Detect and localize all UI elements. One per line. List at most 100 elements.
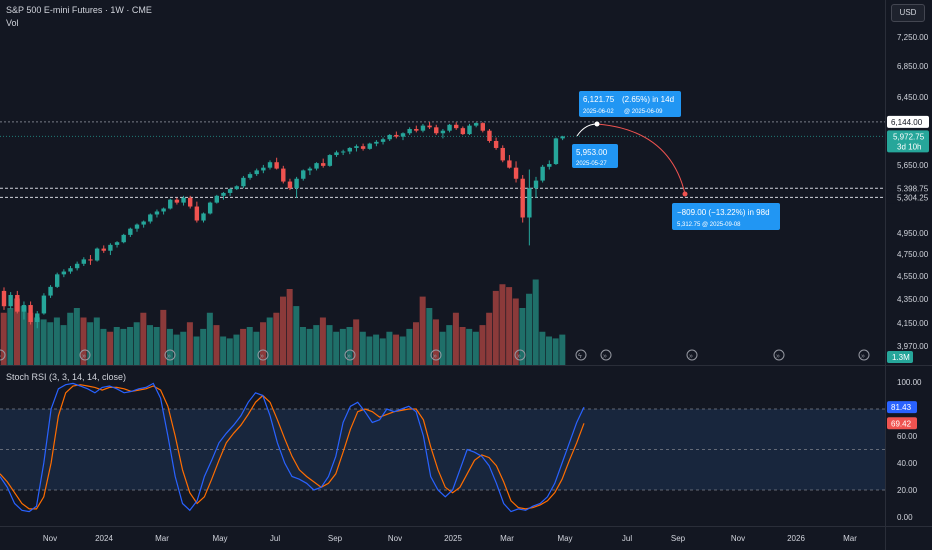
event-marker-glyph: » xyxy=(82,353,86,360)
candle-body xyxy=(440,130,446,134)
volume-bar xyxy=(73,308,80,365)
candle-body xyxy=(400,133,406,137)
forecast-annotation-box xyxy=(672,203,780,230)
stoch-d-line xyxy=(0,384,585,510)
volume-bar xyxy=(80,317,87,365)
candle-body xyxy=(547,164,552,167)
volume-last-label-bg xyxy=(887,351,913,363)
event-marker-glyph: » xyxy=(433,353,437,360)
candle-body xyxy=(287,181,293,189)
volume-bar xyxy=(246,327,253,365)
volume-bar xyxy=(153,327,160,365)
candle-body xyxy=(181,197,186,203)
price-tick-7: 4,350.00 xyxy=(897,295,929,304)
split-marker-icon xyxy=(575,349,587,361)
candle-body xyxy=(48,286,53,296)
lower-annotation-price: 5,953.00 xyxy=(576,148,608,157)
volume-label: Vol xyxy=(6,18,19,28)
level1-label-bg xyxy=(887,182,929,195)
candle-body xyxy=(487,130,492,141)
candle-body xyxy=(327,155,333,166)
candle-body xyxy=(8,294,13,307)
price-tick-3: 5,650.00 xyxy=(897,161,929,170)
volume-bar xyxy=(379,338,386,365)
candle-body xyxy=(201,213,206,221)
volume-bar xyxy=(173,334,180,365)
volume-bar xyxy=(426,308,433,365)
stoch-tick-0: 100.00 xyxy=(897,378,922,387)
candle-body xyxy=(134,224,140,229)
volume-bar xyxy=(20,306,27,365)
candle-body xyxy=(101,248,106,251)
time-tick-5: Sep xyxy=(328,534,343,543)
volume-bar xyxy=(140,312,147,365)
forecast-end-point xyxy=(682,191,688,197)
candle-body xyxy=(207,202,213,214)
candle-body xyxy=(41,295,47,314)
volume-bar xyxy=(539,331,546,365)
volume-bar xyxy=(293,306,300,365)
event-marker-icon xyxy=(430,349,442,361)
candle-body xyxy=(513,167,519,179)
volume-bar xyxy=(446,325,453,365)
volume-bar xyxy=(432,319,439,365)
volume-bar xyxy=(386,331,393,365)
volume-bar xyxy=(240,328,247,365)
event-marker-glyph: » xyxy=(347,353,351,360)
volume-bar xyxy=(226,338,233,365)
candle-body xyxy=(347,147,352,152)
volume-bar xyxy=(160,309,167,365)
candle-body xyxy=(374,141,379,144)
level1-label: 5,398.75 xyxy=(897,184,929,193)
volume-bar xyxy=(406,328,413,365)
future-event-marker-icon xyxy=(773,349,785,361)
candle-body xyxy=(340,151,346,153)
volume-bar xyxy=(339,328,346,365)
volume-bar xyxy=(519,308,526,365)
candle-body xyxy=(28,305,33,323)
candle-body xyxy=(281,168,286,182)
volume-bar xyxy=(419,296,426,365)
candle-body xyxy=(94,248,100,261)
candle-body xyxy=(301,170,306,179)
countdown-label: 3d 10h xyxy=(897,142,921,151)
volume-bar xyxy=(559,334,566,365)
volume-bar xyxy=(213,325,220,365)
event-marker-glyph: » xyxy=(0,353,1,360)
time-tick-11: Sep xyxy=(671,534,686,543)
forecast-point xyxy=(594,121,600,127)
volume-bar xyxy=(260,322,267,365)
candle-body xyxy=(307,168,313,171)
volume-bar xyxy=(7,308,14,365)
candle-body xyxy=(407,128,412,134)
last-price-label-bg xyxy=(887,130,929,153)
candle-body xyxy=(493,140,499,148)
volume-bar xyxy=(266,317,273,365)
event-marker-icon xyxy=(164,349,176,361)
currency-button[interactable]: USD xyxy=(891,4,925,22)
candle-body xyxy=(1,290,7,307)
volume-bar xyxy=(532,279,539,365)
time-tick-4: Jul xyxy=(270,534,280,543)
candle-body xyxy=(61,271,67,275)
candle-body xyxy=(114,242,120,245)
candle-body xyxy=(188,197,193,207)
stoch-tick-3: 20.00 xyxy=(897,486,918,495)
candle-body xyxy=(480,123,485,131)
volume-bar xyxy=(413,322,419,365)
volume-last-label: 1.3M xyxy=(892,353,910,362)
volume-bar xyxy=(466,328,473,365)
volume-bar xyxy=(87,322,94,365)
candle-body xyxy=(68,268,73,272)
volume-bar xyxy=(399,336,406,365)
candle-body xyxy=(241,177,246,187)
price-tick-4: 4,950.00 xyxy=(897,229,929,238)
volume-bar xyxy=(486,312,493,365)
future-event-marker-icon xyxy=(686,349,698,361)
candle-body xyxy=(141,221,146,225)
candle-body xyxy=(533,180,539,189)
time-tick-0: Nov xyxy=(43,534,57,543)
volume-bar xyxy=(313,325,320,365)
event-marker-icon xyxy=(257,349,269,361)
